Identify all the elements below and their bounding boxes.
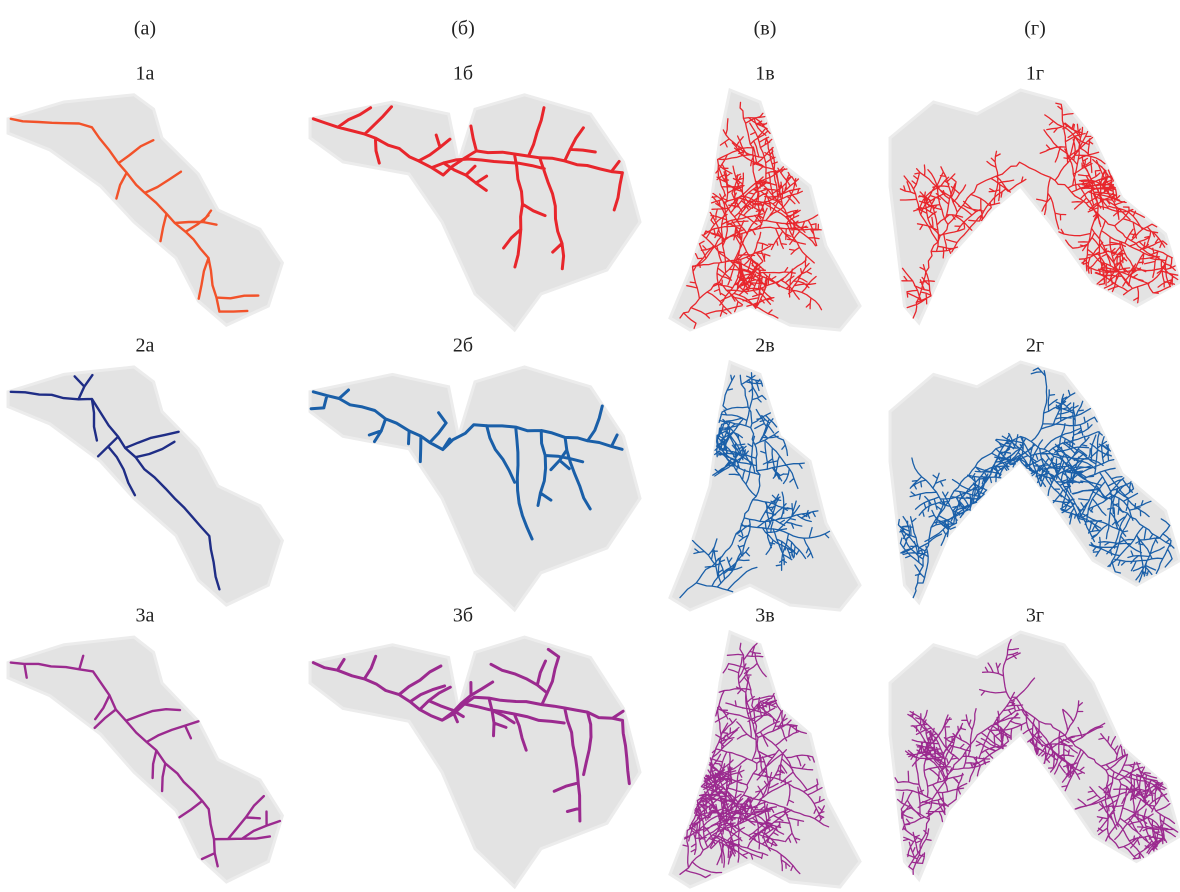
panel-label: 1а	[136, 63, 155, 85]
panel-label: 2в	[755, 335, 774, 357]
column-label: (в)	[754, 18, 777, 40]
column-label: (а)	[134, 18, 156, 40]
figure: (а) (б) (в) (г) 1а 1б 1в 1г 2а 2б 2в 2г 3а 3б 3в 3г	[0, 0, 1180, 892]
panel-label: 2б	[453, 335, 473, 357]
column-label: (б)	[451, 18, 475, 40]
column-label: (г)	[1024, 18, 1046, 40]
panel-label: 2г	[1026, 335, 1044, 357]
basin	[670, 632, 860, 887]
page: {"columns": ["(а)", "(б)", "(в)", "(г)"]…	[0, 0, 1180, 892]
basin	[890, 362, 1180, 603]
panel-label: 3б	[453, 605, 473, 627]
panel-label: 2а	[136, 335, 155, 357]
basin	[8, 95, 282, 325]
panel-label: 3а	[136, 605, 155, 627]
basin	[8, 367, 282, 605]
basin	[310, 637, 640, 887]
panel-label: 1г	[1026, 63, 1044, 85]
panel-label: 3г	[1026, 605, 1044, 627]
basin	[310, 367, 640, 610]
basin	[310, 95, 640, 330]
panel-label: 1б	[453, 63, 473, 85]
basin	[8, 637, 282, 882]
panel-label: 1в	[755, 63, 774, 85]
panel-label: 3в	[755, 605, 774, 627]
